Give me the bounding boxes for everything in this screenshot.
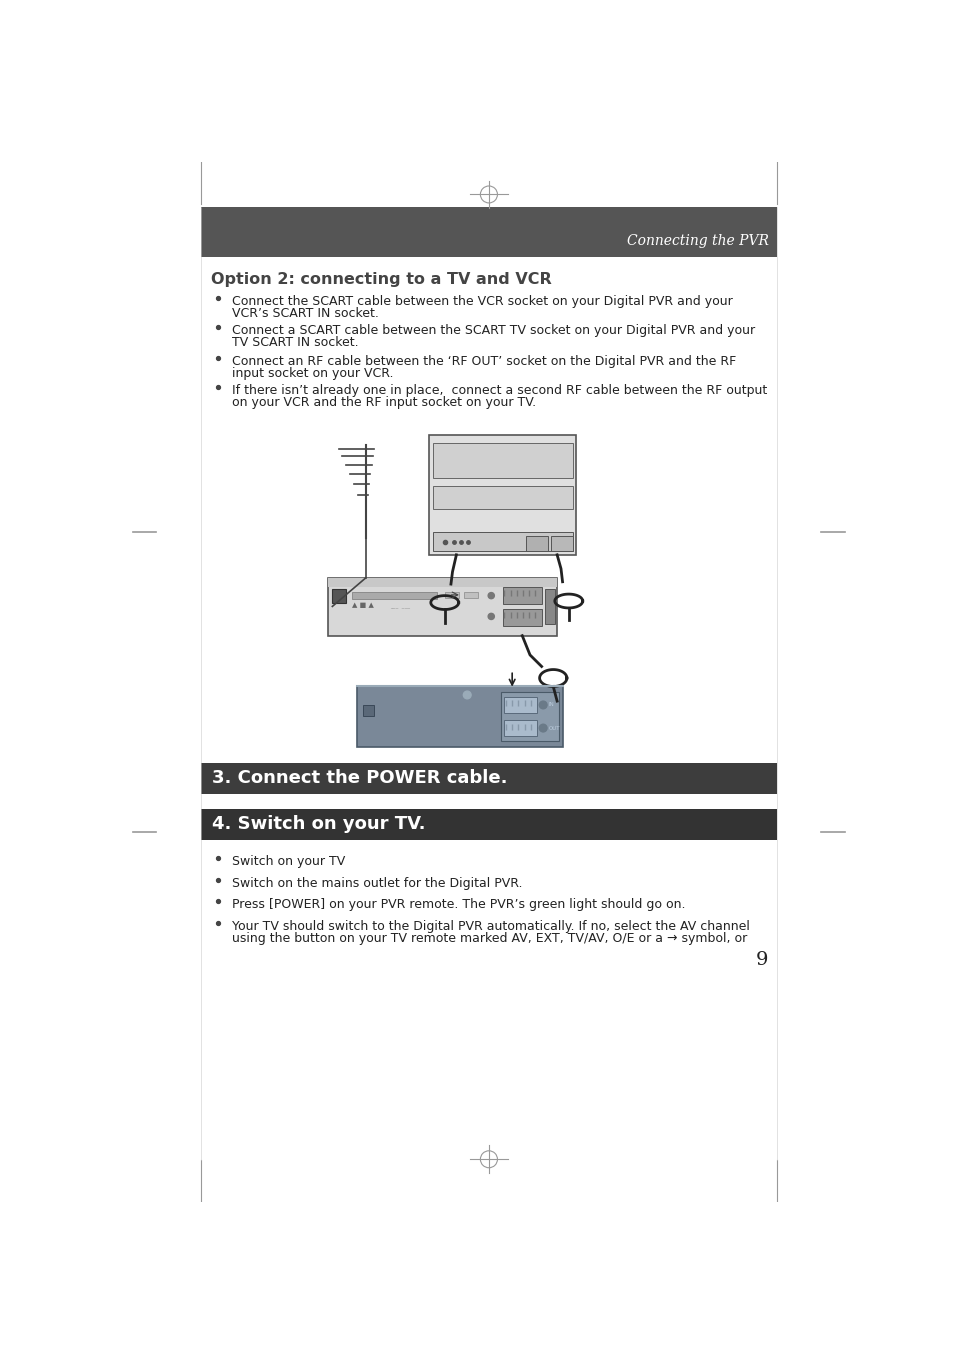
Bar <box>433 485 572 508</box>
Text: input socket on your VCR.: input socket on your VCR. <box>232 367 393 380</box>
Text: Switch on your TV: Switch on your TV <box>232 855 345 869</box>
Bar <box>356 686 562 747</box>
Text: OUT: OUT <box>548 725 559 731</box>
Text: Connecting the PVR: Connecting the PVR <box>626 234 768 249</box>
Bar <box>500 692 558 742</box>
Text: Your TV should switch to the Digital PVR automatically. If no, select the AV cha: Your TV should switch to the Digital PVR… <box>232 920 749 932</box>
Text: Connect an RF cable between the ‘RF OUT’ socket on the Digital PVR and the RF: Connect an RF cable between the ‘RF OUT’… <box>232 354 735 367</box>
Bar <box>429 435 576 555</box>
Bar <box>200 207 777 257</box>
Bar <box>545 589 555 624</box>
Bar <box>200 809 777 840</box>
Text: Connect the SCART cable between the VCR socket on your Digital PVR and your: Connect the SCART cable between the VCR … <box>232 295 732 308</box>
Bar <box>332 589 346 604</box>
Bar <box>328 578 557 636</box>
Bar <box>328 578 557 588</box>
Circle shape <box>538 701 546 709</box>
Text: If there isn’t already one in place,  connect a second RF cable between the RF o: If there isn’t already one in place, con… <box>232 384 766 397</box>
Text: VCR’s SCART IN socket.: VCR’s SCART IN socket. <box>232 307 378 320</box>
Text: 3. Connect the POWER cable.: 3. Connect the POWER cable. <box>212 769 507 788</box>
Text: IN: IN <box>548 703 554 708</box>
Circle shape <box>488 593 494 598</box>
Circle shape <box>488 613 494 620</box>
Text: Press [POWER] on your PVR remote. The PVR’s green light should go on.: Press [POWER] on your PVR remote. The PV… <box>232 898 684 911</box>
Bar <box>363 705 374 716</box>
Text: 4. Switch on your TV.: 4. Switch on your TV. <box>212 815 425 834</box>
Text: Option 2: connecting to a TV and VCR: Option 2: connecting to a TV and VCR <box>211 273 551 288</box>
Bar <box>502 588 541 604</box>
Bar <box>502 609 541 626</box>
Text: Switch on the mains outlet for the Digital PVR.: Switch on the mains outlet for the Digit… <box>232 877 521 890</box>
Bar <box>525 535 547 551</box>
Bar <box>464 592 477 598</box>
Bar <box>504 720 537 736</box>
Text: ___  ___: ___ ___ <box>390 603 410 608</box>
Text: TV SCART IN socket.: TV SCART IN socket. <box>232 336 358 349</box>
Bar <box>504 697 537 713</box>
Text: Connect a SCART cable between the SCART TV socket on your Digital PVR and your: Connect a SCART cable between the SCART … <box>232 324 754 336</box>
Circle shape <box>463 692 471 698</box>
Text: on your VCR and the RF input socket on your TV.: on your VCR and the RF input socket on y… <box>232 396 536 409</box>
Text: ▲ ■ ▲: ▲ ■ ▲ <box>352 601 374 608</box>
Bar <box>550 535 572 551</box>
Bar <box>444 592 458 598</box>
Circle shape <box>538 724 546 732</box>
Bar <box>200 763 777 793</box>
Text: using the button on your TV remote marked AV, EXT, TV/AV, O/E or a → symbol, or: using the button on your TV remote marke… <box>232 932 746 946</box>
Bar <box>433 532 572 551</box>
Text: 9: 9 <box>756 951 768 970</box>
Bar <box>433 443 572 478</box>
Bar <box>352 592 436 600</box>
